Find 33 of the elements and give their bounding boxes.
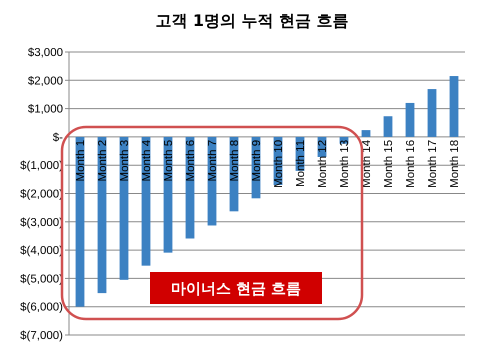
bar [406,102,414,137]
bar [76,136,84,307]
bar [362,130,370,137]
bar [120,136,128,280]
bar [384,116,392,137]
y-tick-label: $1,000 [28,104,63,116]
x-tick-label: Month 18 [449,140,462,188]
x-tick-label: Month 4 [141,139,154,182]
bar [428,89,436,137]
annotation: 마이너스 현금 흐름 [170,279,302,298]
x-tick-label: Month 16 [405,140,418,188]
x-tick-label: Month 9 [251,140,264,182]
x-tick-label: Month 2 [97,140,110,182]
x-tick-label: Month 8 [229,140,242,182]
bar [98,136,106,294]
chart-title: 고객 1명의 누적 현금 흐름 [155,11,349,30]
y-tick-label: $2,000 [28,75,63,88]
bar [450,76,458,137]
x-tick-label: Month 5 [163,140,176,182]
x-tick-label: Month 15 [383,140,396,188]
x-tick-label: Month 1 [75,140,88,182]
y-tick-label: $(6,000) [20,302,64,314]
x-tick-label: Month 10 [273,140,286,188]
x-tick-label: Month 6 [185,140,198,182]
x-tick-label: Month 3 [119,140,132,182]
x-tick-label: Month 11 [295,140,308,188]
x-tick-label: Month 7 [207,140,220,182]
x-tick-label: Month 13 [339,140,352,188]
y-tick-label: $3,000 [28,47,63,60]
x-tick-label: Month 12 [317,140,330,188]
y-tick-label: $(7,000) [20,330,64,342]
x-tick-label: Month 17 [427,140,440,188]
y-tick-label: $- [52,132,64,144]
